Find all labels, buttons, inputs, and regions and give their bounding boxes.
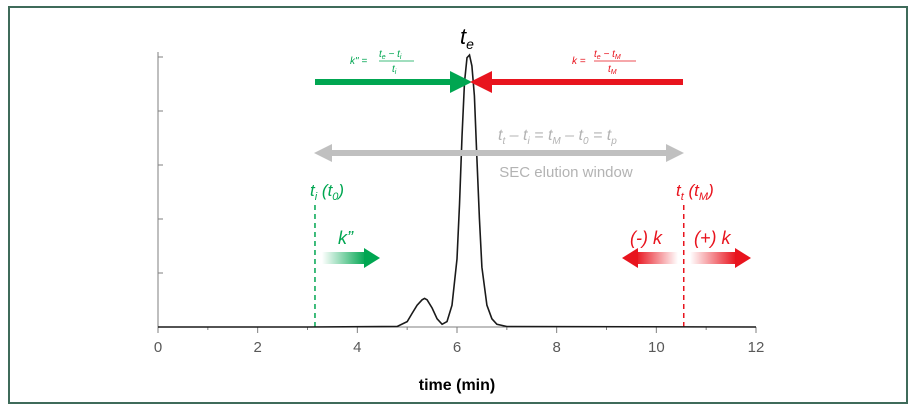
window-label: SEC elution window <box>499 164 633 181</box>
svg-text:k" =: k" = <box>350 56 367 67</box>
k2-formula: k" = te − ti ti <box>350 49 414 76</box>
neg-k-label: (-) k <box>630 228 663 248</box>
k2-gradient-arrow-body <box>322 252 366 264</box>
k-formula: k = te − tM tM <box>572 49 636 76</box>
ti-label: ti (t0) <box>310 181 344 203</box>
k2-label: k” <box>338 228 354 248</box>
x-axis-label: time (min) <box>419 377 495 394</box>
window-arrow-left-head <box>314 144 332 162</box>
window-equation: tt – ti = tM – t0 = tp <box>498 127 617 147</box>
x-tick-label: 10 <box>648 339 665 356</box>
k2-arrow-head <box>450 71 472 93</box>
x-tick-label: 12 <box>748 339 765 356</box>
window-arrow-right-head <box>666 144 684 162</box>
x-tick-label: 2 <box>253 339 261 356</box>
pos-k-gradient-arrow-head <box>735 248 751 268</box>
svg-text:te − tM: te − tM <box>594 49 621 61</box>
y-ticks <box>158 56 163 274</box>
k-arrow-head <box>470 71 492 93</box>
pos-k-gradient-arrow-body <box>690 252 736 264</box>
neg-k-gradient-arrow-body <box>636 252 678 264</box>
x-tick-label: 4 <box>353 339 361 356</box>
x-tick-label: 0 <box>154 339 162 356</box>
peak-label: te <box>460 24 474 52</box>
svg-text:k =: k = <box>572 56 586 67</box>
k2-gradient-arrow-head <box>364 248 380 268</box>
svg-text:tM: tM <box>608 64 617 76</box>
svg-text:te − ti: te − ti <box>379 49 402 61</box>
tt-label: tt (tM) <box>676 181 714 203</box>
neg-k-gradient-arrow-head <box>622 248 638 268</box>
svg-text:ti: ti <box>392 64 397 76</box>
x-tick-label: 6 <box>453 339 461 356</box>
x-ticks: 0 2 4 6 8 10 12 <box>154 327 765 356</box>
x-tick-label: 8 <box>552 339 560 356</box>
series-line <box>158 53 757 328</box>
pos-k-label: (+) k <box>694 228 732 248</box>
